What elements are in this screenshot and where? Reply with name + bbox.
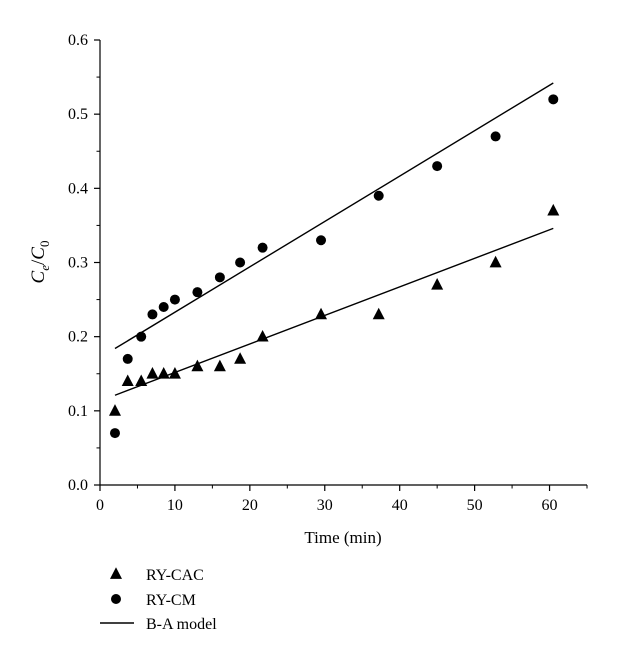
data-point-circle: [214, 272, 225, 283]
y-tick-label: 0.1: [68, 403, 88, 420]
series-b-a-model: [114, 82, 554, 396]
data-point-circle: [192, 287, 203, 298]
x-axis: 0 10 20 30 40 50 60: [96, 485, 588, 514]
x-tick-label: 50: [467, 497, 483, 514]
legend-label: B-A model: [146, 616, 217, 633]
data-point-circle: [257, 242, 268, 253]
data-point-circle: [373, 190, 384, 201]
data-point-triangle: [372, 307, 385, 320]
data-point-circle: [158, 302, 169, 312]
y-tick-label: 0.4: [68, 180, 88, 197]
legend-triangle-marker: [110, 567, 122, 579]
data-point-circle: [169, 294, 180, 305]
data-point-circle: [109, 428, 120, 439]
data-point-triangle: [108, 404, 121, 416]
data-point-circle: [235, 257, 246, 268]
data-point-circle: [432, 161, 443, 172]
y-axis: 0.0 0.1 0.2 0.3 0.4 0.5 0.6: [68, 32, 100, 494]
y-tick-label: 0.3: [68, 255, 88, 272]
series-layer: [108, 82, 560, 439]
fit-line: [114, 82, 554, 350]
y-tick-label: 0.6: [68, 32, 88, 49]
data-point-triangle: [213, 359, 226, 372]
data-point-triangle: [489, 255, 502, 268]
x-tick-label: 0: [96, 497, 104, 514]
data-point-triangle: [431, 278, 444, 290]
fit-line: [114, 227, 554, 396]
x-tick-label: 40: [392, 497, 408, 514]
y-tick-label: 0.5: [68, 106, 88, 123]
legend-circle-marker: [111, 594, 121, 604]
data-point-circle: [316, 235, 327, 246]
legend: RY-CAC RY-CM B-A model: [100, 567, 217, 633]
y-axis-title: Ce/C0: [28, 241, 52, 284]
x-tick-label: 60: [542, 497, 558, 514]
y-tick-label: 0.0: [68, 477, 88, 494]
data-point-triangle: [121, 374, 134, 387]
data-point-circle: [548, 94, 559, 105]
legend-label: RY-CM: [146, 592, 196, 609]
data-point-circle: [122, 353, 133, 364]
legend-label: RY-CAC: [146, 567, 204, 584]
data-point-triangle: [146, 367, 159, 379]
y-tick-label: 0.2: [68, 329, 88, 346]
data-point-triangle: [234, 352, 247, 364]
data-point-circle: [147, 309, 158, 320]
data-point-circle: [490, 131, 501, 142]
x-tick-label: 10: [167, 497, 183, 514]
series-ry-cac: [108, 203, 560, 416]
data-point-triangle: [135, 374, 148, 387]
data-point-triangle: [191, 359, 204, 372]
x-axis-title: Time (min): [304, 528, 381, 547]
x-tick-label: 20: [242, 497, 258, 514]
x-tick-label: 30: [317, 497, 333, 514]
data-point-triangle: [547, 203, 560, 216]
